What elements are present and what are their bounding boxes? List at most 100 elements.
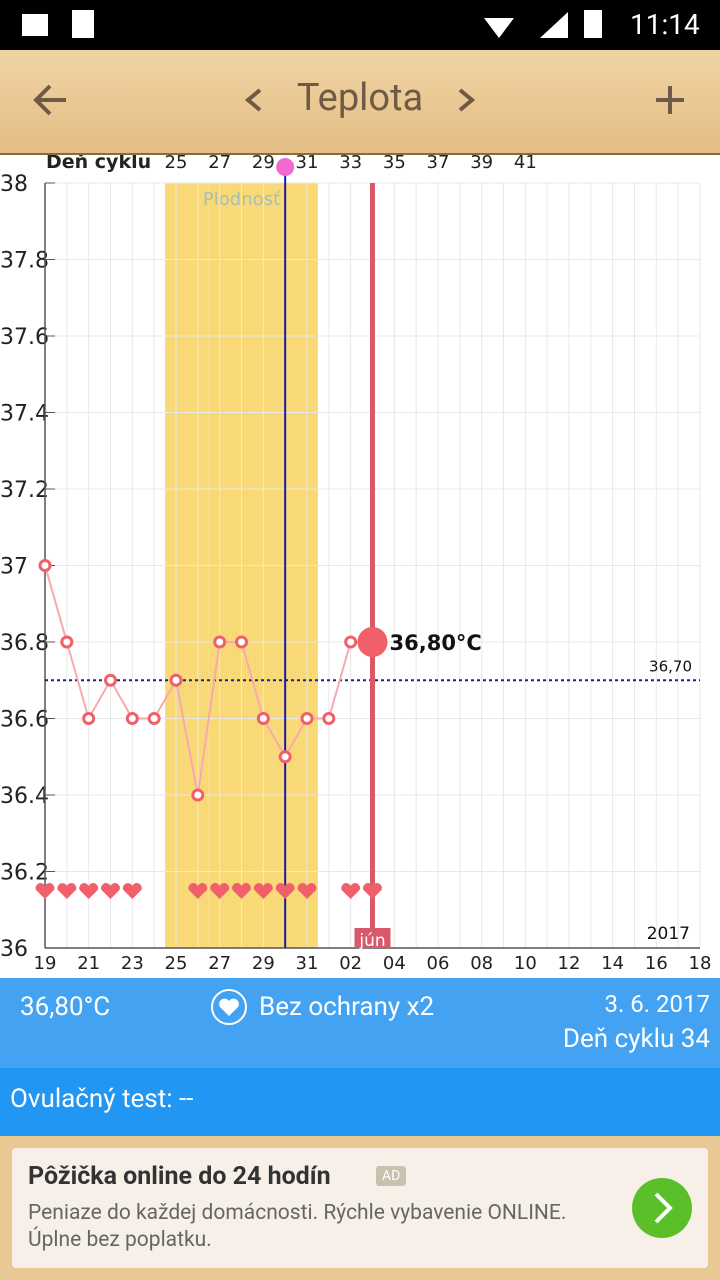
ad-title: Pôžička online do 24 hodín [28, 1162, 331, 1191]
battery-icon [584, 10, 602, 38]
heart [122, 883, 142, 899]
heart [232, 883, 251, 899]
top-tick-label: 35 [383, 155, 406, 173]
y-tick-label: 38 [0, 172, 28, 197]
x-tick-label: 27 [208, 953, 231, 974]
x-tick-label: 18 [689, 953, 712, 974]
x-tick-label: 16 [645, 953, 668, 974]
x-tick-label: 19 [34, 953, 57, 974]
heart [341, 883, 361, 899]
x-tick-label: 31 [296, 953, 319, 974]
x-tick-label: 10 [514, 953, 537, 974]
heart [101, 883, 120, 899]
next-button[interactable] [458, 88, 476, 112]
ovulation-dot [276, 158, 295, 176]
heart [363, 883, 382, 899]
top-tick-label: 29 [252, 155, 275, 173]
prev-button[interactable] [244, 88, 262, 112]
top-tick-label: 33 [339, 155, 362, 173]
cover-line-label: 36,70 [649, 657, 692, 675]
chart-bg [0, 155, 720, 978]
x-tick-label: 23 [121, 953, 144, 974]
point [38, 559, 52, 572]
y-tick-label: 37.8 [0, 249, 49, 274]
y-tick-label: 37.2 [0, 478, 49, 503]
back-button[interactable] [33, 84, 66, 116]
x-tick-label: 04 [383, 953, 406, 974]
x-tick-label: 21 [77, 953, 100, 974]
ad-badge: AD [376, 1166, 407, 1186]
status-bar: 11:14 [0, 0, 720, 50]
top-tick-label: 37 [427, 155, 450, 173]
y-tick-label: 36.4 [0, 784, 49, 809]
top-tick-label: 41 [514, 155, 537, 173]
top-tick-label: 31 [296, 155, 319, 173]
status-icons [22, 10, 602, 38]
app-bar: Teplota [0, 50, 720, 155]
point [191, 788, 205, 802]
y-tick-label: 36 [0, 937, 28, 962]
top-axis-label: Deň cyklu [46, 155, 151, 173]
icon [72, 10, 94, 38]
ovulation-test-label: Ovulačný test: -- [10, 1084, 194, 1114]
y-tick-label: 36.2 [0, 861, 49, 886]
point [278, 750, 292, 764]
heart-icon [211, 989, 247, 1025]
heart [57, 883, 77, 899]
title: Teplota [296, 76, 424, 120]
x-tick-label: 08 [470, 953, 493, 974]
point [344, 635, 358, 649]
heart [188, 883, 208, 899]
heart [297, 883, 317, 899]
point-label: 36,80°C [390, 631, 482, 655]
x-tick-label: 12 [558, 953, 581, 974]
clock: 11:14 [630, 8, 700, 41]
x-tick-label: 02 [339, 953, 362, 974]
info-panel: 36,80°C Bez ochrany x2 3. 6. 2017 Deň cy… [0, 978, 720, 1068]
icon [22, 14, 48, 36]
point [213, 635, 227, 649]
point [169, 673, 183, 687]
point [125, 712, 139, 725]
heart [210, 883, 230, 899]
point [82, 712, 96, 725]
y-tick-label: 37 [0, 555, 28, 580]
ad-card[interactable]: Pôžička online do 24 hodín AD Peniaze do… [12, 1148, 708, 1268]
point [300, 712, 314, 725]
ad-button[interactable] [630, 1176, 694, 1240]
ad-body: Peniaze do každej domácnosti. Rýchle vyb… [28, 1201, 567, 1252]
temperature: 36,80°C [20, 992, 111, 1022]
y-tick-label: 37.6 [0, 325, 49, 350]
x-tick-label: 29 [252, 953, 275, 974]
date: 3. 6. 2017 [604, 990, 711, 1018]
point [60, 635, 74, 649]
heart [275, 883, 295, 899]
y-tick-label: 37.4 [0, 402, 49, 427]
top-tick-label: 25 [165, 155, 188, 173]
x-tick-label: 14 [601, 953, 624, 974]
top-tick-label: 39 [470, 155, 493, 173]
top-tick-label: 27 [208, 155, 231, 173]
heart [35, 883, 55, 899]
add-button[interactable] [656, 86, 684, 114]
point [322, 712, 336, 725]
point [256, 712, 270, 725]
point [235, 635, 248, 649]
point [104, 673, 117, 687]
year-label: 2017 [647, 924, 690, 944]
x-tick-label: 06 [427, 953, 450, 974]
wifi-icon [484, 18, 514, 38]
temperature-line [44, 565, 373, 796]
selected-point [357, 627, 388, 657]
ovulation-test[interactable]: Ovulačný test: -- [0, 1068, 720, 1136]
heart [79, 883, 99, 899]
app-bar-icons [33, 84, 684, 116]
heart [253, 883, 273, 899]
x-tick-label: 25 [165, 953, 188, 974]
point [147, 712, 161, 725]
y-tick-label: 36.8 [0, 631, 49, 656]
y-tick-label: 36.6 [0, 708, 49, 733]
month-label: jún [358, 931, 385, 951]
